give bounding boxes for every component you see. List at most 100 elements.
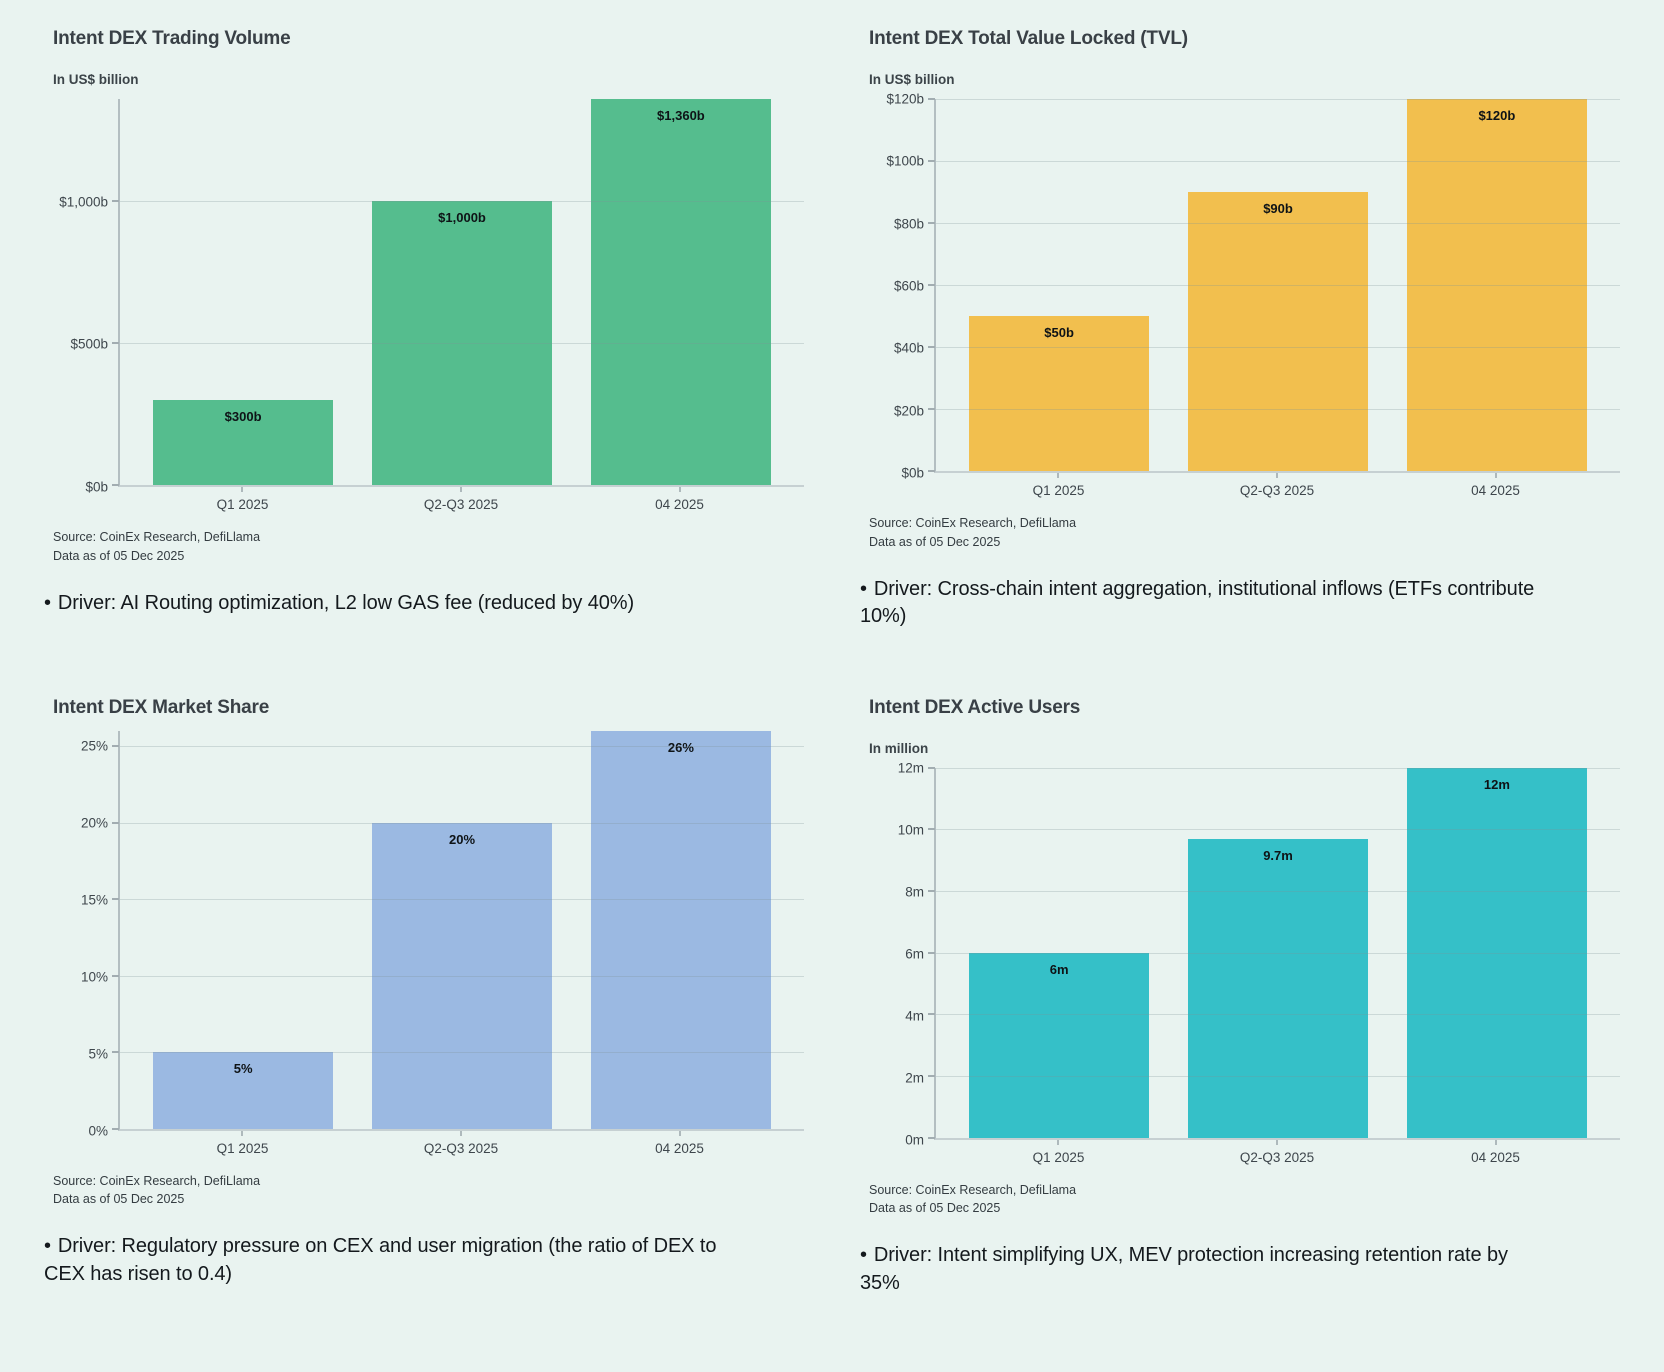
- bar: 9.7m: [1188, 838, 1368, 1138]
- bar-slot: $50b: [950, 99, 1169, 471]
- charts-grid: Intent DEX Trading Volume In US$ billion…: [44, 28, 1620, 1298]
- x-tick-label: Q2-Q3 2025: [1239, 1149, 1315, 1165]
- y-tick-mark: [928, 890, 935, 893]
- bar-value-label: $50b: [1044, 325, 1074, 340]
- y-tick-label: 10m: [897, 822, 924, 838]
- y-axis: 0m 2m 4m 6m 8m 10m 12m: [860, 760, 934, 1147]
- y-tick-mark: [928, 766, 935, 769]
- bars-group: $50b $90b $120b: [936, 99, 1620, 471]
- bar: $1,360b: [591, 99, 771, 485]
- plot-area: $50b $90b $120b: [928, 98, 1620, 473]
- y-tick-mark: [928, 1075, 935, 1078]
- driver-note: • Driver: Cross-chain intent aggregation,…: [860, 576, 1550, 631]
- y-tick-label: $40b: [893, 340, 924, 356]
- bar-slot: $1,360b: [571, 99, 790, 485]
- y-tick-mark: [112, 484, 119, 486]
- x-tick-mark: [460, 1130, 462, 1136]
- y-tick-mark: [112, 342, 119, 345]
- y-tick-mark: [928, 470, 935, 472]
- bars-group: $300b $1,000b $1,360b: [120, 99, 804, 485]
- bar-value-label: $1,000b: [438, 210, 486, 226]
- y-tick-label: 15%: [80, 892, 108, 908]
- chart-card-market-share: Intent DEX Market Share 0% 5% 10% 15% 20% 25%…: [44, 697, 804, 1298]
- gridline: [936, 99, 1620, 100]
- bar-slot: 26%: [571, 730, 790, 1129]
- bar-value-label: 9.7m: [1263, 847, 1293, 863]
- y-tick-label: 10%: [80, 969, 108, 985]
- y-tick-label: 4m: [905, 1008, 924, 1024]
- gridline: [120, 1052, 804, 1054]
- bar: $90b: [1188, 192, 1368, 471]
- bar-slot: $1,000b: [353, 99, 572, 485]
- x-tick-mark: [1057, 473, 1060, 478]
- y-tick-label: 2m: [905, 1070, 924, 1086]
- gridline: [936, 829, 1620, 831]
- gridline: [936, 409, 1620, 410]
- x-axis-labels: Q1 2025 Q2-Q3 2025 04 2025: [934, 1139, 1620, 1165]
- chart-title: Intent DEX Trading Volume: [53, 28, 291, 49]
- data-as-of-line: Data as of 05 Dec 2025: [53, 1192, 185, 1207]
- driver-note: • Driver: AI Routing optimization, L2 low…: [44, 590, 734, 618]
- y-tick-mark: [928, 346, 935, 348]
- x-tick-mark: [678, 487, 681, 492]
- bar: 20%: [372, 822, 552, 1129]
- y-tick-label: 12m: [897, 760, 924, 776]
- bar-value-label: $90b: [1263, 201, 1293, 216]
- bar-value-label: 26%: [667, 739, 694, 755]
- x-tick-label: Q1 2025: [216, 497, 269, 512]
- bar-slot: $300b: [134, 99, 353, 485]
- bar: 6m: [969, 952, 1149, 1138]
- x-tick-label: Q1 2025: [1032, 1149, 1085, 1165]
- y-tick-label: 20%: [80, 815, 108, 831]
- y-tick-label: $60b: [893, 278, 924, 294]
- x-tick-mark: [241, 1130, 244, 1136]
- x-tick-mark: [1494, 473, 1497, 478]
- source-line: Source: CoinEx Research, DefiLlama: [53, 530, 261, 544]
- bar-value-label: $1,360b: [657, 108, 705, 123]
- y-tick-mark: [928, 828, 935, 831]
- bar-value-label: 20%: [448, 831, 476, 847]
- bars-group: 6m 9.7m 12m: [936, 767, 1620, 1138]
- y-tick-label: 5%: [88, 1046, 108, 1062]
- bar-slot: $90b: [1169, 99, 1388, 471]
- x-category: Q2-Q3 2025: [352, 487, 571, 512]
- y-tick-mark: [112, 744, 119, 747]
- y-tick-label: $100b: [886, 153, 924, 169]
- bar: 26%: [591, 730, 771, 1129]
- y-tick-label: 0m: [905, 1132, 924, 1148]
- source-note: Source: CoinEx Research, DefiLlama Data …: [869, 1181, 1620, 1219]
- driver-text: Driver: Intent simplifying UX, MEV prote…: [860, 1244, 1508, 1294]
- chart-title: Intent DEX Active Users: [869, 696, 1081, 718]
- chart-area: $0b $20b $40b $60b $80b $100b $120b $50b $90b $1…: [860, 92, 1620, 481]
- axis-unit-label: In US$ billion: [869, 72, 955, 87]
- x-tick-label: Q1 2025: [1032, 483, 1085, 498]
- y-tick-mark: [928, 408, 935, 410]
- y-tick-label: 25%: [80, 738, 108, 754]
- bar-slot: 9.7m: [1169, 768, 1388, 1138]
- gridline: [936, 285, 1620, 286]
- source-note: Source: CoinEx Research, DefiLlama Data …: [869, 514, 1620, 552]
- y-tick-mark: [112, 821, 119, 824]
- y-axis: 0% 5% 10% 15% 20% 25%: [44, 731, 118, 1139]
- bar: $1,000b: [372, 201, 552, 485]
- gridline: [936, 223, 1620, 224]
- bar-slot: 20%: [353, 731, 572, 1129]
- bullet-glyph: •: [44, 1235, 51, 1258]
- x-axis-labels: Q1 2025 Q2-Q3 2025 04 2025: [934, 473, 1620, 498]
- chart-card-trading-volume: Intent DEX Trading Volume In US$ billion…: [44, 28, 804, 631]
- y-tick-label: $1,000b: [59, 194, 108, 210]
- driver-text: Driver: AI Routing optimization, L2 low …: [57, 591, 635, 614]
- y-tick-mark: [928, 222, 935, 224]
- x-tick-label: Q2-Q3 2025: [423, 1140, 499, 1156]
- bar-slot: $120b: [1387, 99, 1606, 471]
- y-tick-label: $500b: [70, 336, 108, 352]
- bar-slot: 12m: [1387, 767, 1606, 1138]
- x-tick-label: Q1 2025: [216, 1140, 269, 1156]
- x-category: Q1 2025: [949, 473, 1168, 498]
- chart-title: Intent DEX Total Value Locked (TVL): [869, 28, 1188, 49]
- chart-area: 0m 2m 4m 6m 8m 10m 12m 6m 9.7m 12m: [860, 760, 1620, 1147]
- bar-value-label: 6m: [1049, 961, 1069, 977]
- gridline: [120, 745, 804, 747]
- plot-area: $300b $1,000b $1,360b: [112, 99, 804, 487]
- x-category: Q1 2025: [133, 1130, 352, 1156]
